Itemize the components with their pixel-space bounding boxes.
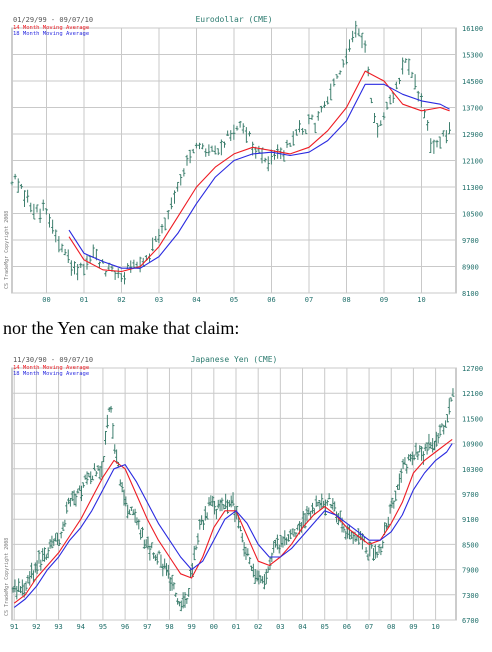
x-tick-label: 09: [409, 623, 417, 631]
legend-18-month: 18 Month Moving Average: [13, 371, 89, 377]
ma18-line: [68, 83, 450, 269]
x-tick-label: 99: [187, 623, 195, 631]
legend-18-month: 18 Month Moving Average: [13, 31, 89, 37]
x-tick-label: 04: [192, 296, 200, 304]
x-tick-label: 02: [254, 623, 262, 631]
x-tick-label: 98: [165, 623, 173, 631]
y-tick-label: 10900: [462, 441, 483, 449]
y-tick-label: 8500: [462, 541, 479, 549]
x-tick-label: 09: [380, 296, 388, 304]
caption-text: nor the Yen can make that claim:: [3, 318, 240, 338]
date-range-label: 01/29/99 - 09/07/10: [13, 16, 93, 24]
x-tick-label: 91: [10, 623, 18, 631]
x-tick-label: 93: [54, 623, 62, 631]
y-tick-label: 7300: [462, 592, 479, 600]
x-tick-label: 07: [365, 623, 373, 631]
x-tick-label: 05: [230, 296, 238, 304]
y-tick-label: 8100: [462, 290, 479, 298]
eurodollar-chart: 8100 8900 9700 10500 11300 12100 12900 13700 145…: [0, 0, 492, 305]
y-tick-label: 9700: [462, 491, 479, 499]
x-tick-label: 95: [99, 623, 107, 631]
y-tick-label: 7900: [462, 567, 479, 575]
y-tick-label: 12900: [462, 131, 483, 139]
y-tick-label: 11500: [462, 415, 483, 423]
copyright-note: CS TradeMgr Copyright 2008: [4, 538, 10, 616]
y-tick-label: 12100: [462, 390, 483, 398]
chart-title: Japanese Yen (CME): [191, 355, 278, 364]
chart-title: Eurodollar (CME): [195, 15, 272, 24]
x-tick-label: 97: [143, 623, 151, 631]
japanese-yen-chart: 6700 7300 7900 8500 9100 9700 10300 10900 11500 1…: [0, 345, 492, 648]
legend-14-month: 14 Month Moving Average: [13, 25, 89, 31]
x-tick-label: 08: [342, 296, 350, 304]
y-tick-label: 10500: [462, 211, 483, 219]
x-tick-label: 03: [155, 296, 163, 304]
x-tick-label: 01: [232, 623, 240, 631]
x-tick-label: 04: [298, 623, 306, 631]
x-tick-label: 00: [42, 296, 50, 304]
x-tick-label: 03: [276, 623, 284, 631]
x-tick-label: 06: [343, 623, 351, 631]
legend-14-month: 14 Month Moving Average: [13, 365, 89, 371]
x-tick-label: 05: [320, 623, 328, 631]
y-tick-label: 11300: [462, 184, 483, 192]
y-tick-label: 15300: [462, 52, 483, 60]
y-tick-label: 10300: [462, 466, 483, 474]
x-tick-label: 07: [305, 296, 313, 304]
x-tick-label: 96: [121, 623, 129, 631]
y-tick-label: 12700: [462, 365, 483, 373]
x-tick-label: 10: [417, 296, 425, 304]
y-tick-label: 14500: [462, 78, 483, 86]
x-tick-label: 10: [431, 623, 439, 631]
y-tick-label: 12100: [462, 158, 483, 166]
x-tick-label: 92: [32, 623, 40, 631]
y-tick-label: 6700: [462, 617, 479, 625]
y-tick-label: 16100: [462, 25, 483, 33]
copyright-note: CS TradeMgr Copyright 2008: [4, 211, 10, 289]
x-tick-label: 01: [80, 296, 88, 304]
y-tick-label: 13700: [462, 105, 483, 113]
x-tick-label: 02: [117, 296, 125, 304]
y-tick-label: 9100: [462, 516, 479, 524]
japanese-yen-chart-svg: 6700730079008500910097001030010900115001…: [4, 355, 483, 631]
x-tick-label: 08: [387, 623, 395, 631]
y-tick-label: 8900: [462, 264, 479, 272]
x-tick-label: 94: [77, 623, 85, 631]
ma18-line: [13, 443, 453, 608]
x-tick-label: 06: [267, 296, 275, 304]
date-range-label: 11/30/90 - 09/07/10: [13, 356, 93, 364]
ma14-line: [68, 70, 450, 273]
eurodollar-chart-svg: 8100 8900 9700 10500 11300 12100 12900 13700 145…: [4, 15, 483, 304]
y-tick-label: 9700: [462, 237, 479, 245]
x-tick-label: 00: [210, 623, 218, 631]
